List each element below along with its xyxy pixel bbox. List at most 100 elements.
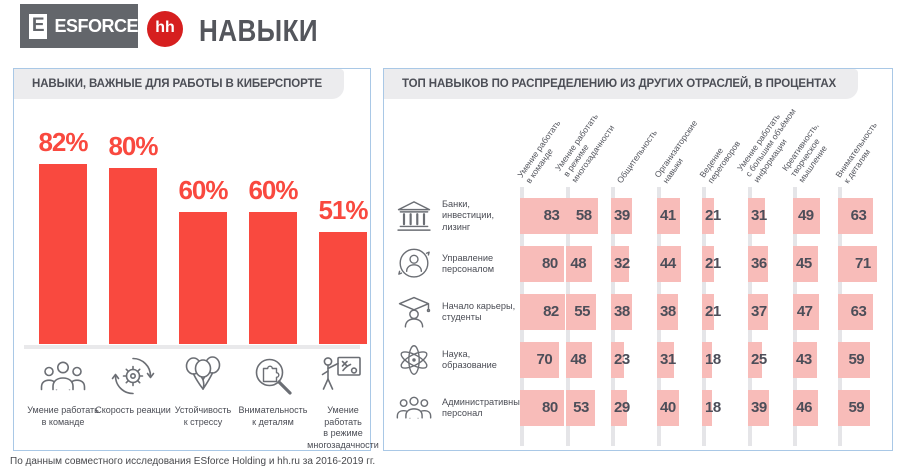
cell-value: 21 xyxy=(705,303,721,320)
heatmap-cell: 71 xyxy=(838,246,884,282)
row-header-science: Наука, образование xyxy=(394,342,520,378)
cell-square xyxy=(611,294,632,330)
hh-logo: hh xyxy=(147,11,183,47)
cell-value: 83 xyxy=(543,207,560,224)
cell-value: 55 xyxy=(574,303,590,320)
cell-square xyxy=(793,390,819,426)
cell-square xyxy=(657,342,675,378)
chart-baseline xyxy=(24,345,360,349)
cell-square xyxy=(520,342,559,378)
cell-value: 31 xyxy=(751,207,767,224)
column-header: Ведение переговоров xyxy=(697,138,743,185)
heatmap-cell: 21 xyxy=(702,294,748,330)
heatmap-cell: 45 xyxy=(793,246,839,282)
heatmap-cell: 40 xyxy=(657,390,703,426)
cell-value: 18 xyxy=(705,351,721,368)
cell-square xyxy=(566,198,598,234)
row-label: Начало карьеры, студенты xyxy=(442,300,516,323)
source-note: По данным совместного исследования ESfor… xyxy=(10,456,376,467)
heatmap-cell: 32 xyxy=(611,246,657,282)
cell-square xyxy=(838,294,873,330)
cell-value: 37 xyxy=(751,303,767,320)
cell-square xyxy=(657,294,678,330)
cell-square xyxy=(611,246,629,282)
cell-square xyxy=(657,198,680,234)
reaction-speed-icon xyxy=(98,352,168,400)
bar-category-label: Внимательность к деталям xyxy=(238,405,308,427)
cell-value: 31 xyxy=(660,351,676,368)
page-title: НАВЫКИ xyxy=(199,13,319,48)
cell-value: 36 xyxy=(751,255,767,272)
row-header-students: Начало карьеры, студенты xyxy=(394,294,520,330)
esforce-logo-text: ESFORCE xyxy=(54,15,138,36)
heatmap-cell: 59 xyxy=(838,390,884,426)
heatmap-cell: 23 xyxy=(611,342,657,378)
cell-square xyxy=(702,246,714,282)
cell-value: 48 xyxy=(570,255,587,272)
heatmap-cell: 47 xyxy=(793,294,839,330)
heatmap-cell: 21 xyxy=(702,246,748,282)
cell-value: 32 xyxy=(614,255,630,272)
heatmap-cell: 80 xyxy=(520,246,566,282)
cell-square xyxy=(520,390,564,426)
heatmap-cell: 63 xyxy=(838,294,884,330)
heatmap-cell: 25 xyxy=(748,342,794,378)
row-header-banks: Банки, инвестиции, лизинг xyxy=(394,198,520,234)
cell-value: 39 xyxy=(614,207,630,224)
heatmap-cell: 36 xyxy=(748,246,794,282)
cell-square xyxy=(748,246,768,282)
bar-group-attention: 60% xyxy=(238,69,308,450)
team-icon xyxy=(28,352,98,400)
heatmap-cell: 39 xyxy=(611,198,657,234)
cell-value: 47 xyxy=(796,303,813,320)
cell-value: 48 xyxy=(570,351,587,368)
heatmap-cell: 80 xyxy=(520,390,566,426)
bar-category-label: Умение работать в режиме многозадачности xyxy=(307,405,379,451)
cell-value: 46 xyxy=(796,399,812,416)
heatmap-cell: 38 xyxy=(611,294,657,330)
row-label: Управление персоналом xyxy=(442,252,495,275)
bar-category-label: Скорость реакции xyxy=(95,405,171,415)
cell-square xyxy=(611,342,624,378)
multitasking-icon xyxy=(308,352,378,400)
heatmap-cell: 82 xyxy=(520,294,566,330)
cell-value: 71 xyxy=(855,255,871,272)
cell-square xyxy=(748,342,762,378)
row-header-hr: Управление персоналом xyxy=(394,246,520,282)
heatmap-cell: 29 xyxy=(611,390,657,426)
heatmap-cell: 38 xyxy=(657,294,703,330)
heatmap-cell: 37 xyxy=(748,294,794,330)
cell-value: 18 xyxy=(705,399,721,416)
esports-skills-panel: НАВЫКИ, ВАЖНЫЕ ДЛЯ РАБОТЫ В КИБЕРСПОРТЕ … xyxy=(13,68,379,451)
heatmap-cell: 53 xyxy=(566,390,612,426)
heatmap-cell: 48 xyxy=(566,342,612,378)
stress-resistance-icon xyxy=(168,352,238,400)
heatmap-cell: 39 xyxy=(748,390,794,426)
attention-to-detail-icon xyxy=(238,352,308,400)
cell-value: 53 xyxy=(573,399,589,416)
cell-value: 82 xyxy=(543,303,559,320)
bar xyxy=(319,231,367,344)
heatmap-cell: 18 xyxy=(702,390,748,426)
admin-staff-icon xyxy=(394,390,434,426)
heatmap-cell: 48 xyxy=(566,246,612,282)
cell-square xyxy=(520,294,566,330)
cell-square xyxy=(566,390,596,426)
bar-group-reaction-speed: 80% xyxy=(98,69,168,450)
left-panel-title: НАВЫКИ, ВАЖНЫЕ ДЛЯ РАБОТЫ В КИБЕРСПОРТЕ xyxy=(14,69,345,99)
heatmap-cell: 18 xyxy=(702,342,748,378)
cell-square xyxy=(702,390,712,426)
cell-value: 43 xyxy=(796,351,812,368)
bar xyxy=(39,163,87,344)
cell-square xyxy=(838,198,873,234)
heatmap-cell: 31 xyxy=(657,342,703,378)
heatmap-cell: 31 xyxy=(748,198,794,234)
heatmap-cell: 63 xyxy=(838,198,884,234)
heatmap-cell: 49 xyxy=(793,198,839,234)
cell-value: 38 xyxy=(614,303,630,320)
cell-value: 21 xyxy=(705,255,721,272)
cell-square xyxy=(793,246,818,282)
bar xyxy=(109,168,157,344)
cell-value: 39 xyxy=(751,399,767,416)
